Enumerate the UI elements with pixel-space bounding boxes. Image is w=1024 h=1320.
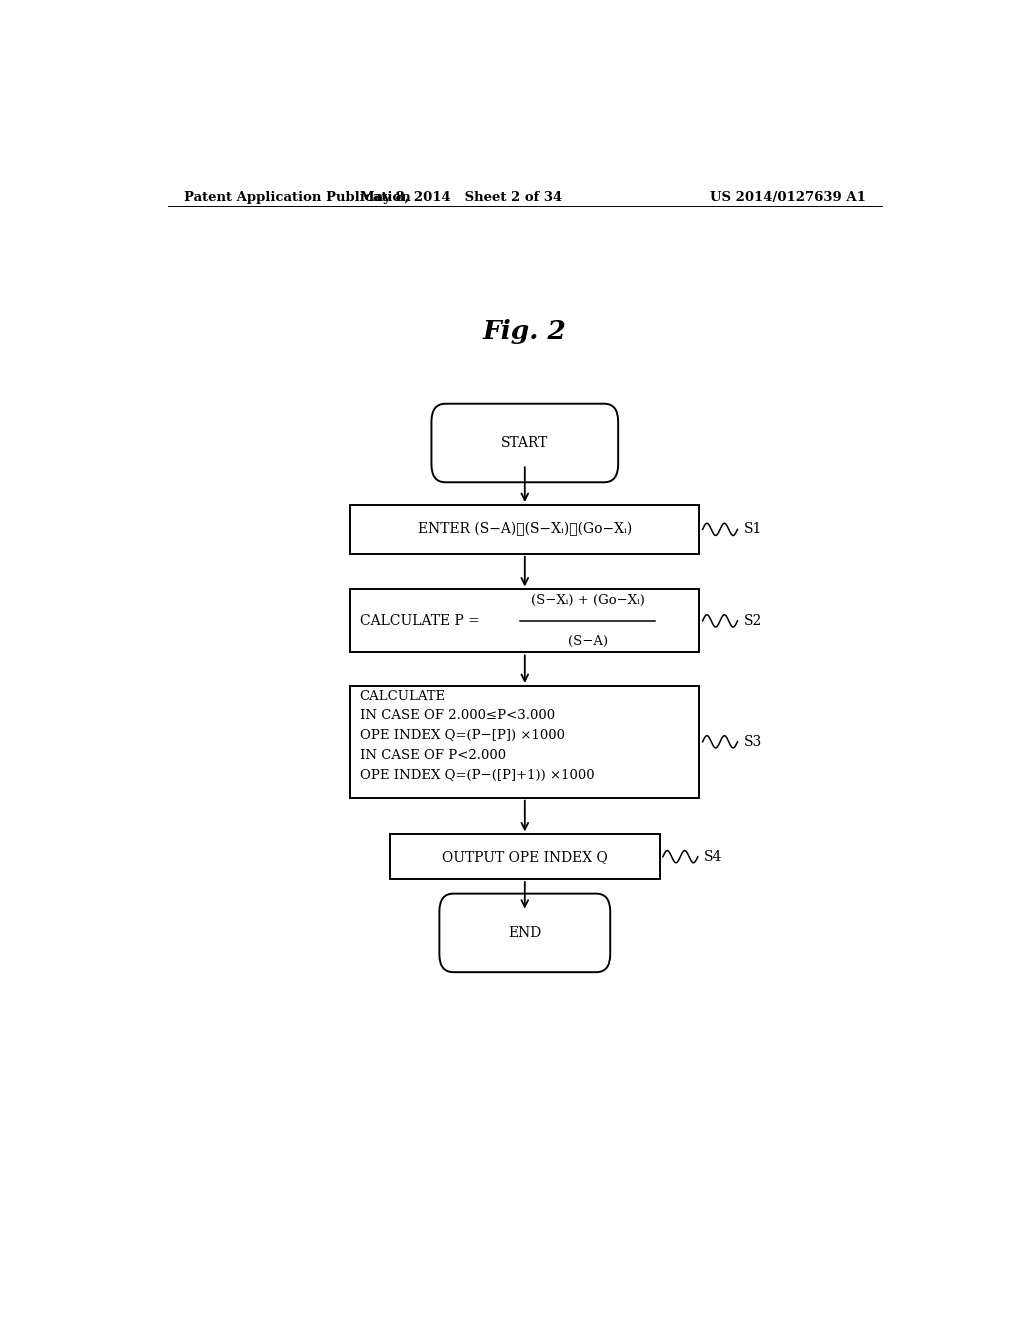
Text: US 2014/0127639 A1: US 2014/0127639 A1 bbox=[711, 190, 866, 203]
Text: ENTER (S−A)、(S−Xᵢ)、(Go−Xᵢ): ENTER (S−A)、(S−Xᵢ)、(Go−Xᵢ) bbox=[418, 523, 632, 536]
Text: IN CASE OF 2.000≤P<3.000: IN CASE OF 2.000≤P<3.000 bbox=[359, 709, 555, 722]
Bar bbox=[350, 589, 699, 652]
Text: S4: S4 bbox=[705, 850, 723, 863]
Text: END: END bbox=[508, 925, 542, 940]
Text: OUTPUT OPE INDEX Q: OUTPUT OPE INDEX Q bbox=[442, 850, 607, 863]
Text: May 8, 2014   Sheet 2 of 34: May 8, 2014 Sheet 2 of 34 bbox=[360, 190, 562, 203]
Text: (S−A): (S−A) bbox=[567, 635, 607, 648]
Text: Patent Application Publication: Patent Application Publication bbox=[183, 190, 411, 203]
Bar bbox=[390, 834, 659, 879]
Bar bbox=[350, 506, 699, 554]
Text: Fig. 2: Fig. 2 bbox=[483, 318, 566, 343]
Text: (S−Xᵢ) + (Go−Xᵢ): (S−Xᵢ) + (Go−Xᵢ) bbox=[530, 594, 644, 607]
Text: S1: S1 bbox=[743, 523, 762, 536]
Text: IN CASE OF P<2.000: IN CASE OF P<2.000 bbox=[359, 750, 506, 763]
Text: CALCULATE P =: CALCULATE P = bbox=[359, 614, 484, 628]
Text: CALCULATE: CALCULATE bbox=[359, 689, 445, 702]
Text: S2: S2 bbox=[743, 614, 762, 628]
Text: OPE INDEX Q=(P−[P]) ×1000: OPE INDEX Q=(P−[P]) ×1000 bbox=[359, 730, 564, 742]
Text: START: START bbox=[501, 436, 549, 450]
FancyBboxPatch shape bbox=[431, 404, 618, 482]
FancyBboxPatch shape bbox=[439, 894, 610, 972]
Text: S3: S3 bbox=[743, 735, 762, 748]
Text: OPE INDEX Q=(P−([P]+1)) ×1000: OPE INDEX Q=(P−([P]+1)) ×1000 bbox=[359, 770, 594, 783]
Bar bbox=[350, 686, 699, 797]
